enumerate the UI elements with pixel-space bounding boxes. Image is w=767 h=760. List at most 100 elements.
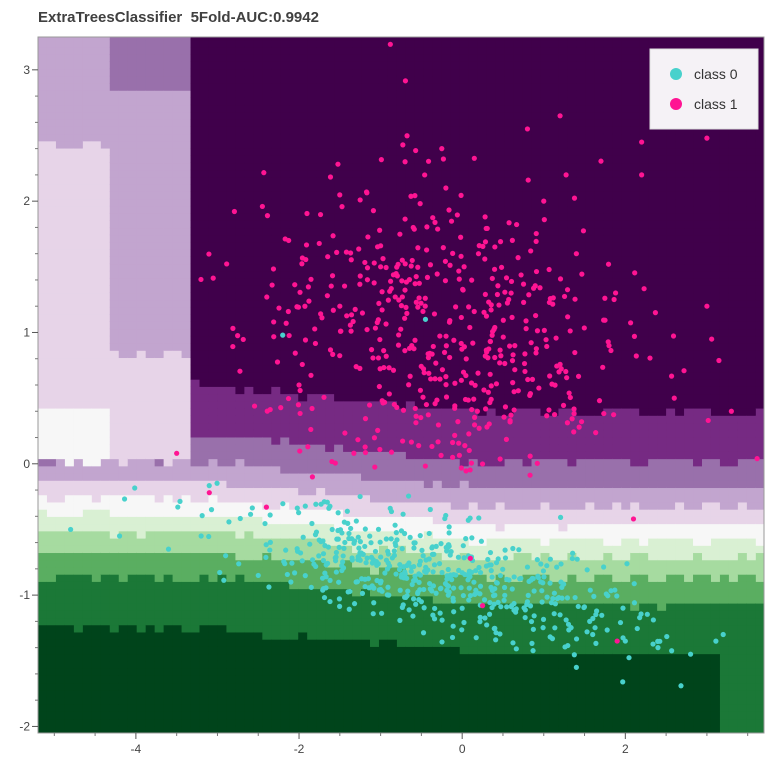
region-cell — [459, 689, 470, 698]
region-cell — [262, 169, 272, 178]
region-cell — [235, 523, 245, 532]
region-cell — [136, 537, 147, 546]
region-cell — [361, 646, 371, 655]
region-cell — [441, 624, 452, 633]
region-cell — [217, 46, 228, 55]
region-cell — [64, 119, 75, 127]
region-cell — [190, 54, 201, 62]
region-cell — [477, 415, 488, 424]
region-cell — [154, 523, 165, 532]
region-cell — [82, 451, 93, 460]
region-cell — [208, 133, 219, 142]
region-cell — [208, 249, 219, 257]
region-cell — [325, 256, 335, 265]
region-cell — [127, 444, 138, 452]
region-cell — [136, 61, 147, 70]
region-cell — [468, 371, 479, 380]
region-cell — [118, 270, 129, 279]
region-cell — [118, 631, 129, 640]
region-cell — [64, 631, 75, 640]
region-cell — [334, 393, 344, 402]
region-cell — [289, 602, 299, 611]
region-cell — [307, 530, 317, 539]
region-cell — [396, 393, 407, 402]
region-cell — [334, 574, 344, 582]
region-cell — [91, 617, 102, 626]
region-cell — [298, 624, 308, 633]
region-cell — [163, 682, 174, 691]
region-cell — [163, 104, 174, 113]
region-cell — [208, 718, 219, 727]
region-cell — [253, 277, 263, 286]
region-cell — [91, 184, 102, 192]
region-cell — [271, 595, 281, 604]
region-cell — [262, 494, 272, 503]
region-cell — [181, 212, 192, 221]
region-cell — [136, 451, 147, 460]
region-cell — [46, 328, 57, 337]
region-cell — [127, 321, 138, 330]
region-cell — [414, 689, 425, 698]
region-cell — [163, 725, 174, 733]
region-cell — [226, 277, 236, 286]
region-cell — [127, 270, 138, 279]
region-cell — [253, 227, 263, 236]
region-cell — [468, 285, 479, 294]
region-cell — [217, 277, 228, 286]
region-cell — [163, 37, 174, 41]
region-cell — [361, 111, 371, 120]
region-cell — [423, 227, 434, 236]
region-cell — [118, 104, 129, 113]
region-cell — [73, 415, 84, 424]
region-cell — [91, 581, 102, 590]
region-cell — [387, 342, 398, 351]
region-cell — [235, 241, 245, 250]
region-cell — [226, 371, 236, 380]
region-cell — [325, 126, 335, 135]
region-cell — [38, 328, 48, 337]
region-cell — [127, 335, 138, 344]
region-cell — [450, 371, 461, 380]
region-cell — [352, 458, 362, 467]
region-cell — [486, 111, 497, 120]
region-cell — [154, 147, 165, 156]
region-cell — [82, 285, 93, 294]
region-cell — [64, 299, 75, 308]
region-cell — [486, 530, 497, 539]
region-cell — [73, 429, 84, 438]
region-cell — [181, 321, 192, 330]
region-cell — [352, 704, 362, 712]
region-cell — [38, 220, 48, 229]
region-cell — [343, 415, 353, 424]
region-cell — [100, 155, 111, 164]
region-cell — [423, 610, 434, 619]
region-cell — [262, 696, 272, 705]
region-cell — [486, 321, 497, 330]
region-cell — [289, 610, 299, 619]
region-cell — [495, 472, 506, 481]
region-cell — [477, 314, 488, 322]
region-cell — [226, 39, 236, 48]
region-cell — [271, 205, 281, 214]
region-cell — [423, 429, 434, 438]
region-cell — [432, 725, 443, 733]
region-cell — [325, 270, 335, 279]
region-cell — [118, 509, 129, 517]
region-cell — [145, 299, 156, 308]
region-cell — [450, 393, 461, 402]
region-cell — [172, 162, 183, 171]
region-cell — [486, 386, 497, 395]
region-cell — [378, 234, 389, 243]
region-cell — [145, 306, 156, 315]
region-cell — [271, 400, 281, 409]
region-cell — [414, 306, 425, 315]
region-cell — [136, 646, 147, 655]
region-cell — [226, 494, 236, 503]
region-cell — [423, 465, 434, 474]
region-cell — [217, 371, 228, 380]
region-cell — [316, 429, 326, 438]
region-cell — [244, 314, 254, 322]
region-cell — [414, 725, 425, 733]
region-cell — [55, 610, 66, 619]
region-cell — [477, 205, 488, 214]
